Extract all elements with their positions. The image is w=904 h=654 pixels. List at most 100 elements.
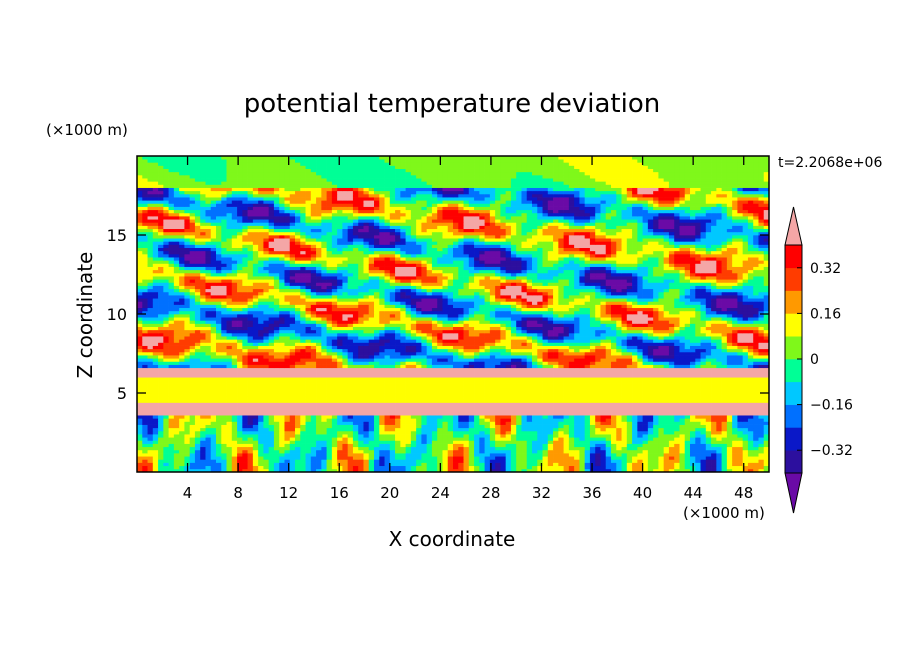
heatmap-cell: [242, 443, 248, 448]
heatmap-cell: [374, 377, 380, 381]
heatmap-cell: [484, 367, 491, 372]
heatmap-cell: [600, 421, 607, 425]
heatmap-cell: [742, 355, 749, 359]
heatmap-cell: [289, 437, 296, 441]
heatmap-cell: [716, 440, 722, 444]
heatmap-cell: [553, 405, 559, 410]
heatmap-cell: [331, 396, 338, 400]
heatmap-cell: [437, 345, 443, 350]
heatmap-cell: [437, 358, 443, 362]
heatmap-cell: [500, 396, 507, 400]
heatmap-cell: [742, 364, 749, 369]
heatmap-cell: [547, 446, 554, 451]
heatmap-cell: [168, 468, 175, 472]
heatmap-cell: [711, 459, 717, 463]
heatmap-cell: [637, 443, 643, 448]
heatmap-cell: [505, 393, 512, 397]
heatmap-cell: [237, 418, 243, 422]
heatmap-cell: [352, 402, 359, 406]
heatmap-cell: [726, 459, 733, 463]
heatmap-cell: [184, 348, 191, 353]
heatmap-cell: [200, 459, 206, 463]
heatmap-cell: [316, 370, 322, 375]
heatmap-cell: [574, 430, 580, 435]
heatmap-cell: [173, 418, 180, 422]
heatmap-cell: [437, 355, 443, 359]
heatmap-cell: [342, 380, 349, 384]
heatmap-cell: [442, 383, 449, 388]
heatmap-cell: [705, 393, 712, 397]
heatmap-cell: [447, 361, 454, 365]
heatmap-cell: [589, 383, 596, 388]
heatmap-cell: [637, 456, 643, 460]
heatmap-cell: [542, 380, 549, 384]
heatmap-cell: [711, 386, 717, 391]
heatmap-cell: [252, 389, 259, 394]
heatmap-cell: [200, 383, 206, 388]
heatmap-cell: [674, 437, 680, 441]
heatmap-cell: [358, 396, 364, 400]
heatmap-cell: [547, 443, 554, 448]
heatmap-cell: [142, 342, 148, 346]
heatmap-cell: [695, 396, 701, 400]
heatmap-cell: [326, 465, 333, 470]
heatmap-cell: [352, 377, 359, 381]
heatmap-cell: [742, 351, 749, 356]
heatmap-cell: [721, 456, 728, 460]
heatmap-cell: [321, 386, 327, 391]
heatmap-cell: [173, 358, 180, 362]
heatmap-cell: [268, 393, 275, 397]
heatmap-cell: [489, 411, 496, 416]
heatmap-cell: [684, 411, 691, 416]
heatmap-cell: [642, 408, 649, 413]
heatmap-cell: [500, 355, 507, 359]
heatmap-cell: [416, 380, 422, 384]
heatmap-cell: [284, 348, 291, 353]
heatmap-cell: [405, 370, 412, 375]
heatmap-cell: [489, 430, 496, 435]
heatmap-cell: [537, 386, 543, 391]
heatmap-cell: [474, 361, 480, 365]
heatmap-cell: [495, 402, 501, 406]
heatmap-cell: [158, 358, 164, 362]
heatmap-cell: [468, 351, 475, 356]
heatmap-cell: [537, 393, 543, 397]
heatmap-cell: [358, 348, 364, 353]
heatmap-cell: [621, 383, 628, 388]
heatmap-cell: [495, 421, 501, 425]
heatmap-cell: [363, 396, 370, 400]
heatmap-cell: [458, 465, 464, 470]
heatmap-cell: [553, 418, 559, 422]
heatmap-cell: [716, 443, 722, 448]
heatmap-cell: [647, 367, 654, 372]
heatmap-cell: [184, 386, 191, 391]
heatmap-cell: [568, 437, 575, 441]
heatmap-cell: [258, 367, 264, 372]
heatmap-cell: [621, 367, 628, 372]
heatmap-cell: [621, 449, 628, 454]
heatmap-cell: [384, 468, 391, 472]
heatmap-cell: [384, 389, 391, 394]
heatmap-cell: [284, 456, 291, 460]
heatmap-cell: [568, 456, 575, 460]
heatmap-cell: [147, 348, 154, 353]
heatmap-cell: [342, 411, 349, 416]
heatmap-cell: [268, 364, 275, 369]
heatmap-cell: [589, 453, 596, 457]
heatmap-cell: [279, 446, 285, 451]
heatmap-cell: [621, 380, 628, 384]
heatmap-cell: [252, 345, 259, 350]
heatmap-cell: [510, 402, 517, 406]
heatmap-cell: [547, 342, 554, 346]
heatmap-cell: [495, 418, 501, 422]
heatmap-cell: [205, 339, 212, 343]
heatmap-cell: [732, 377, 738, 381]
heatmap-cell: [163, 386, 169, 391]
heatmap-cell: [347, 453, 354, 457]
heatmap-cell: [737, 396, 744, 400]
heatmap-cell: [568, 396, 575, 400]
heatmap-cell: [363, 415, 370, 419]
heatmap-cell: [584, 459, 591, 463]
heatmap-cell: [558, 443, 564, 448]
heatmap-cell: [605, 462, 612, 467]
